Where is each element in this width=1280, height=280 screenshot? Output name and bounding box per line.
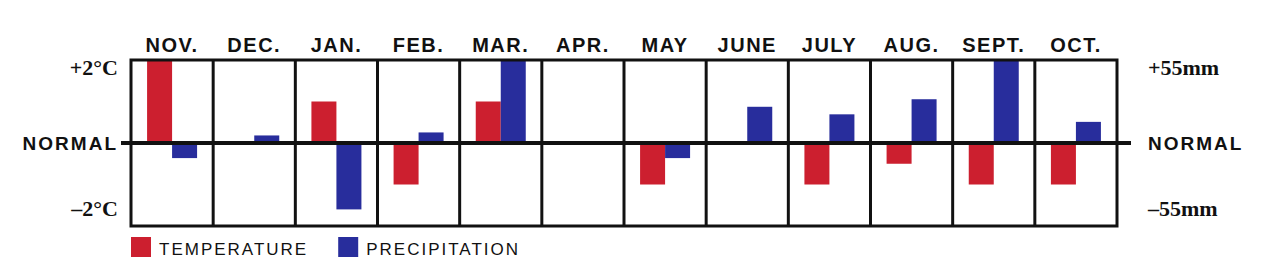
bar	[476, 102, 501, 144]
bar	[804, 143, 829, 185]
tick-label: NORMAL	[23, 133, 118, 154]
legend: TEMPERATURE PRECIPITATION	[131, 237, 520, 259]
category-label: APR.	[556, 34, 610, 56]
tick-label: –2°C	[70, 196, 118, 221]
category-label: JUNE	[718, 34, 777, 56]
tick-label: +55mm	[1148, 55, 1219, 80]
category-label: JAN.	[311, 34, 363, 56]
category-label: JULY	[802, 34, 857, 56]
bar	[501, 60, 526, 143]
bar	[969, 143, 994, 185]
bar	[747, 107, 772, 143]
bar	[172, 143, 197, 158]
category-label: DEC.	[227, 34, 281, 56]
tick-label: +2°C	[70, 55, 118, 80]
legend-swatch	[131, 237, 151, 257]
category-label: OCT.	[1050, 34, 1102, 56]
bar	[887, 143, 912, 164]
bar	[994, 60, 1019, 143]
category-label: MAY	[642, 34, 689, 56]
tick-label: NORMAL	[1148, 133, 1243, 154]
category-label: AUG.	[884, 34, 940, 56]
legend-swatch	[338, 237, 358, 257]
category-label: NOV.	[146, 34, 199, 56]
category-label: MAR.	[472, 34, 529, 56]
bar	[336, 143, 361, 209]
legend-label: PRECIPITATION	[366, 240, 520, 259]
legend-label: TEMPERATURE	[159, 240, 308, 259]
tick-label: –55mm	[1147, 196, 1218, 221]
bar	[640, 143, 665, 185]
bar	[1076, 122, 1101, 143]
chart: NOV. DEC. JAN. FEB. MAR. APR. MAY JUNE JULY AUG. S…	[0, 0, 1280, 280]
zero-line	[121, 141, 1131, 145]
bar	[665, 143, 690, 158]
category-label: SEPT.	[962, 34, 1025, 56]
bar	[912, 99, 937, 143]
bar	[311, 102, 336, 144]
category-label: FEB.	[393, 34, 445, 56]
bar	[1051, 143, 1076, 185]
frame	[121, 60, 1131, 226]
bar	[147, 60, 172, 143]
bar	[394, 143, 419, 185]
bar	[829, 114, 854, 143]
